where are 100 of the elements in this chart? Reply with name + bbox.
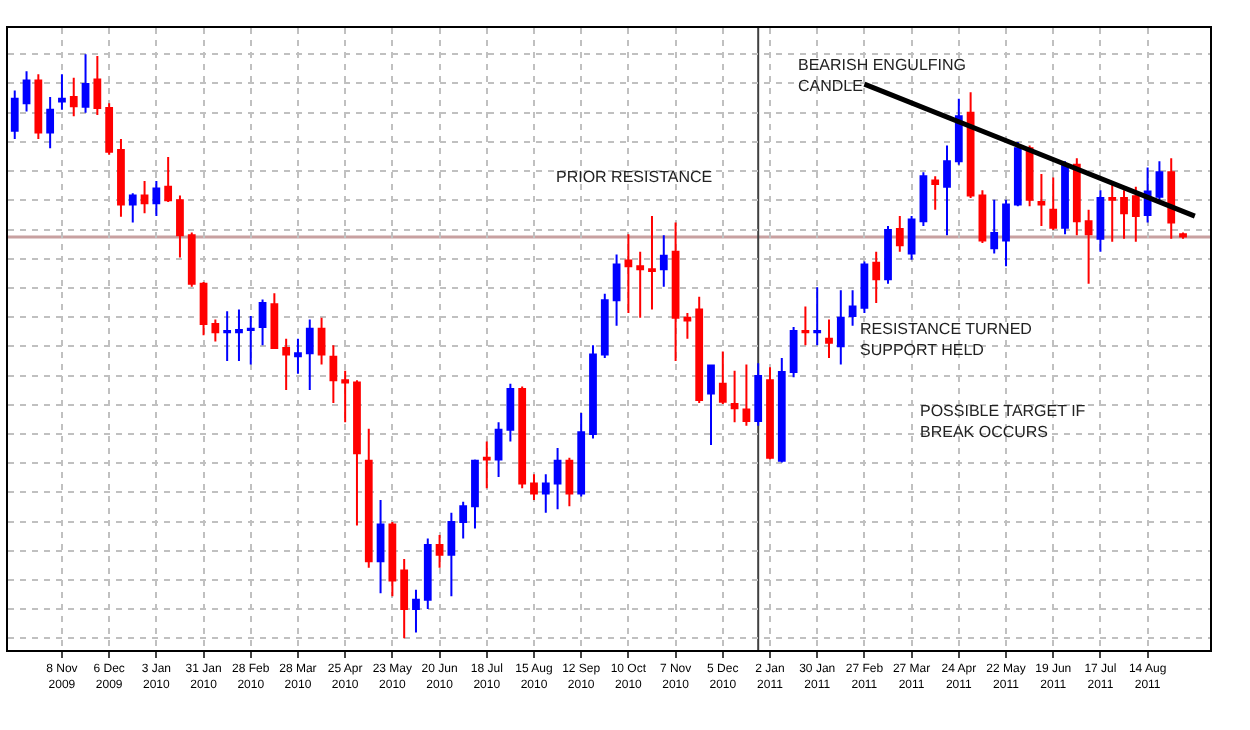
candlestick <box>1072 157 1081 237</box>
candlestick <box>907 215 916 261</box>
candlestick <box>978 189 987 244</box>
candlestick <box>612 253 621 327</box>
candlestick <box>1167 157 1176 240</box>
candlestick <box>530 473 538 501</box>
annotation: POSSIBLE TARGET IF BREAK OCCURS <box>920 402 1086 441</box>
candlestick <box>81 53 90 114</box>
candlestick <box>931 175 940 211</box>
candlestick <box>990 198 999 255</box>
candlestick <box>423 537 432 611</box>
candlestick <box>494 421 503 479</box>
candlestick <box>164 156 173 204</box>
candlestick <box>624 233 633 315</box>
candlestick <box>695 295 704 404</box>
candlestick <box>518 385 527 490</box>
candlestick <box>388 521 397 598</box>
candlestick <box>1002 198 1010 268</box>
candlestick <box>1155 160 1164 204</box>
candlestick <box>1120 189 1128 240</box>
candlestick <box>270 292 279 350</box>
candlestick <box>117 137 125 218</box>
candlestick <box>884 224 892 285</box>
candlestick <box>1084 208 1093 285</box>
annotation: BEARISH ENGULFING CANDLE <box>798 56 967 95</box>
candlestick <box>860 260 869 315</box>
candlestick <box>801 305 810 347</box>
candlestick <box>282 337 291 392</box>
candlestick <box>46 95 55 150</box>
candlestick <box>223 310 232 362</box>
candlestick <box>589 344 597 440</box>
candlestick <box>329 344 338 404</box>
candlestick <box>176 194 184 259</box>
candlestick <box>766 366 774 461</box>
candlestick <box>187 231 196 288</box>
candlestick <box>152 180 161 218</box>
candlestick <box>69 76 78 118</box>
candlestick <box>553 446 562 511</box>
candlestick <box>1179 231 1187 240</box>
candlestick <box>813 286 822 347</box>
annotation: RESISTANCE TURNED SUPPORT HELD <box>860 320 1033 359</box>
candlestick <box>58 73 66 111</box>
candlestick <box>789 326 798 379</box>
candlestick <box>541 473 550 514</box>
candlestick <box>294 337 302 375</box>
candlestick <box>128 192 137 224</box>
candlestick <box>317 316 326 366</box>
candlestick <box>648 215 656 311</box>
candlestick <box>895 215 904 253</box>
candlestick <box>22 70 31 113</box>
candlestick <box>1108 181 1117 243</box>
candlestick <box>34 73 43 140</box>
candlestick <box>1013 140 1022 208</box>
candlestick <box>565 456 574 508</box>
candlestick <box>246 314 255 366</box>
candlestick <box>140 180 149 215</box>
candlestick <box>718 350 727 406</box>
candlestick <box>683 312 692 340</box>
candlestick <box>435 533 444 569</box>
candlestick <box>730 369 739 424</box>
candlestick <box>199 281 208 337</box>
candlestick <box>364 427 373 569</box>
candlestick <box>305 318 314 392</box>
candlestick <box>742 363 751 427</box>
candlestick <box>1037 173 1046 227</box>
candlestick <box>1096 189 1105 253</box>
annotation: PRIOR RESISTANCE <box>556 168 713 186</box>
candlestick <box>825 318 833 359</box>
candlestick <box>400 557 409 640</box>
candlestick <box>447 511 456 598</box>
candlestick <box>707 363 715 446</box>
candlestick <box>105 102 114 156</box>
candlestick <box>943 144 951 237</box>
candlestick <box>659 234 668 288</box>
candlestick <box>966 91 975 199</box>
candlestick <box>258 298 267 347</box>
candlestick <box>754 362 763 427</box>
candlestick <box>577 411 586 498</box>
candlestick <box>1131 185 1140 243</box>
candlestick <box>671 221 680 362</box>
candlestick <box>919 171 928 227</box>
candlestick <box>459 500 468 540</box>
candlestick <box>636 250 645 319</box>
candlestick <box>412 588 420 634</box>
candlestick <box>482 440 491 490</box>
candlestick <box>836 289 845 366</box>
candlestick <box>376 498 385 595</box>
candlestick <box>1025 144 1034 208</box>
candlestick <box>471 458 479 530</box>
candlestick <box>506 382 515 443</box>
candlestick <box>1049 176 1058 232</box>
candlestick <box>341 369 350 424</box>
candlestick <box>93 55 102 117</box>
candlestick <box>872 250 881 305</box>
candlestick <box>600 292 609 359</box>
candlestick <box>848 289 857 327</box>
candlestick <box>211 318 220 343</box>
candlestick <box>353 379 361 527</box>
candlestick <box>777 356 786 464</box>
candlestick <box>10 89 19 140</box>
